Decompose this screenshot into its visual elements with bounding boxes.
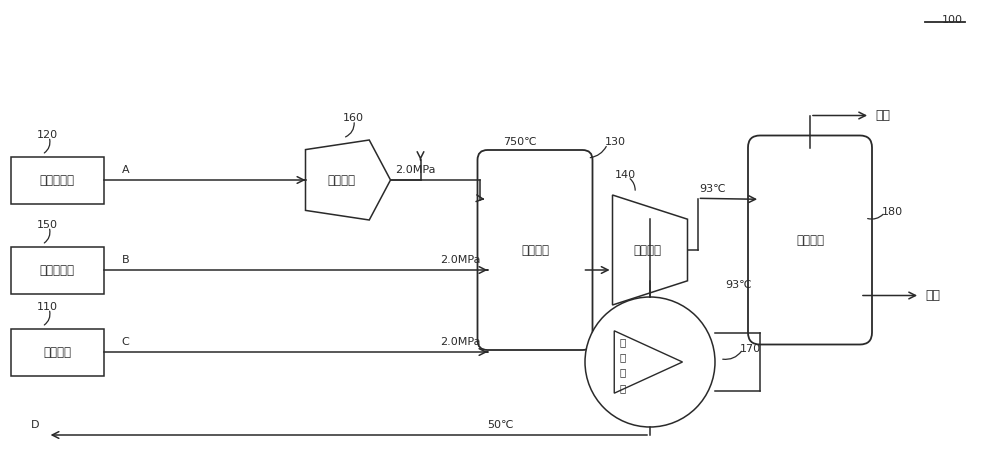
Text: A: A	[122, 165, 129, 175]
Text: B: B	[122, 255, 129, 265]
Text: 150: 150	[36, 219, 58, 229]
Text: 2.0MPa: 2.0MPa	[440, 337, 480, 347]
Text: 110: 110	[36, 301, 58, 312]
Circle shape	[585, 297, 715, 427]
Text: 装: 装	[620, 368, 626, 377]
Text: 93℃: 93℃	[725, 281, 752, 290]
Text: 750℃: 750℃	[503, 137, 537, 147]
Text: 供热: 供热	[925, 289, 940, 302]
Text: 冷: 冷	[620, 337, 626, 347]
Text: 100: 100	[942, 15, 963, 25]
Polygon shape	[614, 331, 682, 393]
Text: 助燃气体源: 助燃气体源	[40, 264, 74, 276]
Text: 120: 120	[36, 130, 58, 140]
Text: 回收装置: 回收装置	[43, 345, 71, 359]
Text: 50℃: 50℃	[487, 420, 513, 430]
FancyBboxPatch shape	[10, 157, 104, 204]
Text: 2.0MPa: 2.0MPa	[440, 255, 480, 265]
Text: 排气: 排气	[875, 109, 890, 122]
Polygon shape	[306, 140, 390, 220]
Text: 180: 180	[882, 207, 903, 217]
FancyBboxPatch shape	[478, 150, 592, 350]
Text: 170: 170	[740, 344, 761, 354]
Text: 闪蜗装置: 闪蜗装置	[796, 234, 824, 246]
Text: 93℃: 93℃	[700, 184, 726, 194]
Text: 2.0MPa: 2.0MPa	[396, 165, 436, 175]
FancyBboxPatch shape	[748, 135, 872, 345]
Polygon shape	[612, 195, 688, 305]
Text: 130: 130	[604, 137, 626, 147]
Text: D: D	[31, 420, 40, 430]
Text: 可燃气体源: 可燃气体源	[40, 173, 74, 187]
Text: 160: 160	[342, 113, 364, 123]
Text: 置: 置	[620, 383, 626, 393]
Text: 凝: 凝	[620, 352, 626, 362]
Text: 处理装置: 处理装置	[327, 173, 355, 187]
Text: 发电装置: 发电装置	[633, 243, 661, 257]
FancyBboxPatch shape	[10, 329, 104, 376]
FancyBboxPatch shape	[10, 246, 104, 293]
Text: C: C	[122, 337, 129, 347]
Text: 燃烧装置: 燃烧装置	[521, 243, 549, 257]
Text: 140: 140	[614, 170, 636, 180]
